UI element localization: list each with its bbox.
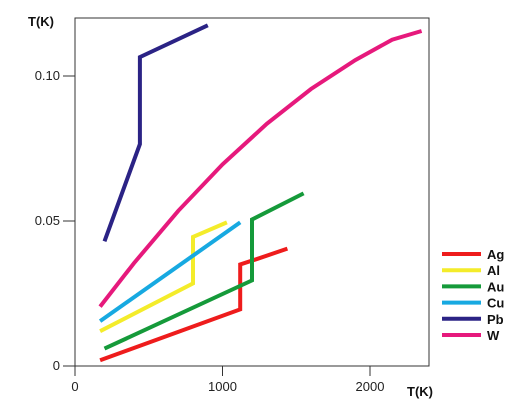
legend-label-pb: Pb [487,312,504,327]
x-tick-label: 2000 [356,379,385,394]
axes: 0 0.05 0.10 0 1000 2000 [35,68,385,394]
series-line-au [103,191,305,351]
y-tick-label: 0 [53,358,60,373]
y-axis-title: T(K) [28,14,54,29]
series-line-pb [102,23,209,242]
y-tick-label: 0.10 [35,68,60,83]
series-lines [98,23,423,363]
legend-label-au: Au [487,279,504,294]
legend-label-ag: Ag [487,247,504,262]
x-tick-label: 1000 [208,379,237,394]
x-axis-title: T(K) [407,384,433,399]
plot-frame [74,17,430,367]
x-tick-label: 0 [71,379,78,394]
series-line-ag [99,246,289,363]
series-line-al [99,220,228,333]
legend-label-cu: Cu [487,296,504,311]
series-line-cu [98,220,242,323]
series-line-w [98,29,423,308]
y-tick-label: 0.05 [35,213,60,228]
legend-label-w: W [487,328,500,343]
legend-label-al: Al [487,263,500,278]
